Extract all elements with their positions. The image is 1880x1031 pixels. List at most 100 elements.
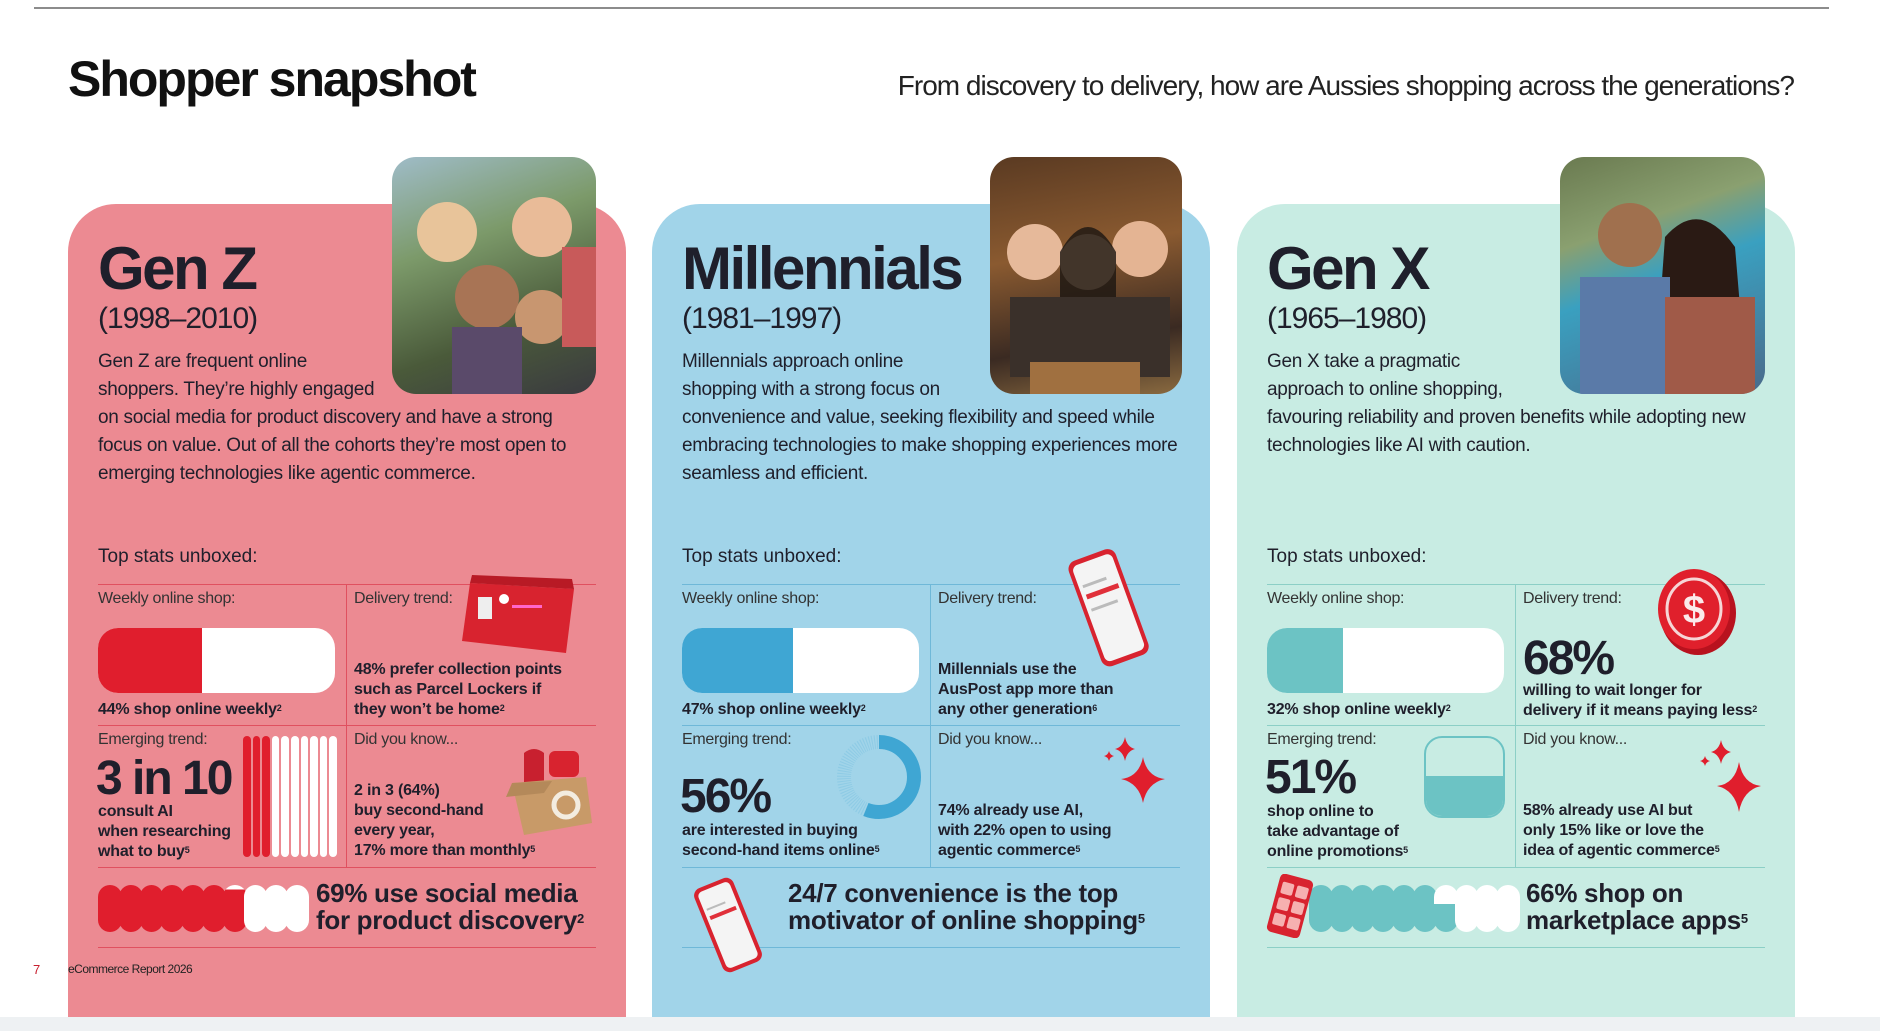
bubble-filled bbox=[118, 885, 143, 932]
weekly-stat: 32% shop online weekly2 bbox=[1267, 701, 1451, 718]
weekly-stat: 47% shop online weekly2 bbox=[682, 701, 866, 718]
bar-empty bbox=[281, 736, 289, 857]
did-you-know-label: Did you know... bbox=[938, 731, 1043, 748]
genz-photo bbox=[392, 157, 596, 394]
sparkles-icon bbox=[1103, 737, 1167, 803]
bubble-partial bbox=[222, 885, 247, 932]
dollar-coin-icon: $ bbox=[1656, 567, 1738, 657]
svg-text:$: $ bbox=[1683, 588, 1705, 632]
bar-empty bbox=[271, 736, 280, 857]
bar-empty bbox=[291, 736, 299, 857]
genx-card: Gen X (1965–1980) Gen X take a pragmatic… bbox=[1237, 157, 1795, 1017]
weekly-stat: 44% shop online weekly2 bbox=[98, 701, 282, 718]
bar-filled bbox=[252, 736, 261, 857]
delivery-stat: willing to wait longer for delivery if it… bbox=[1523, 682, 1758, 719]
emerging-label: Emerging trend: bbox=[682, 731, 792, 748]
genz-card: Gen Z (1998–2010) Gen Z are frequent onl… bbox=[68, 157, 626, 1017]
delivery-label: Delivery trend: bbox=[354, 590, 453, 607]
ratio-bars bbox=[243, 736, 339, 857]
emerging-stat: consult AI when researching what to buy5 bbox=[98, 803, 231, 860]
headline-stat: 69% use social media for product discover… bbox=[316, 878, 584, 935]
card-years: (1998–2010) bbox=[98, 302, 258, 335]
emerging-label: Emerging trend: bbox=[98, 731, 208, 748]
delivery-stat: 48% prefer collection points such as Parc… bbox=[354, 661, 562, 718]
marketplace-app-icon bbox=[1265, 873, 1315, 939]
divider bbox=[1267, 584, 1765, 585]
report-name: eCommerce Report 2026 bbox=[68, 962, 193, 976]
bar-empty bbox=[310, 736, 318, 857]
bubble-empty bbox=[1454, 885, 1479, 932]
divider bbox=[1267, 947, 1765, 948]
delivery-stat: Millennials use the AusPost app more than… bbox=[938, 661, 1114, 718]
divider bbox=[682, 725, 1180, 726]
description-text: Gen X take a pragmatic approach to onlin… bbox=[1267, 351, 1746, 456]
bubble-filled bbox=[160, 885, 185, 932]
weekly-progress-bar bbox=[682, 628, 919, 693]
top-stats-heading: Top stats unboxed: bbox=[1267, 546, 1427, 567]
donut-fill bbox=[837, 735, 921, 819]
did-you-know-label: Did you know... bbox=[354, 731, 459, 748]
level-fill bbox=[1426, 776, 1503, 816]
did-you-know-stat: 58% already use AI but only 15% like or l… bbox=[1523, 802, 1720, 859]
card-description: Gen Z are frequent online shoppers. They… bbox=[98, 348, 596, 488]
weekly-progress-fill bbox=[1267, 628, 1343, 693]
bubble-filled bbox=[1413, 885, 1437, 932]
divider bbox=[682, 867, 1180, 868]
bubble-filled bbox=[181, 885, 205, 932]
smartphone-icon bbox=[689, 876, 767, 974]
headline-stat: 66% shop on marketplace apps5 bbox=[1526, 878, 1748, 935]
bottom-strip bbox=[0, 1017, 1880, 1031]
divider bbox=[346, 584, 347, 867]
divider bbox=[98, 867, 596, 868]
divider bbox=[98, 947, 596, 948]
emerging-stat: shop online to take advantage of online pr… bbox=[1267, 803, 1408, 860]
divider bbox=[1267, 867, 1765, 868]
bubble-empty bbox=[1496, 885, 1520, 932]
divider bbox=[682, 947, 1180, 948]
level-gauge bbox=[1424, 736, 1505, 818]
bubble-filled bbox=[1371, 885, 1396, 932]
delivery-label: Delivery trend: bbox=[1523, 590, 1622, 607]
emerging-stat: are interested in buying second-hand item… bbox=[682, 822, 880, 859]
description-text: Gen Z are frequent online shoppers. They… bbox=[98, 351, 567, 484]
emerging-big-stat: 3 in 10 bbox=[96, 752, 233, 805]
page-number: 7 bbox=[33, 962, 41, 977]
bubble-filled bbox=[1329, 885, 1354, 932]
top-stats-heading: Top stats unboxed: bbox=[98, 546, 258, 567]
ratio-bubbles bbox=[1309, 885, 1520, 932]
weekly-progress-bar bbox=[1267, 628, 1504, 693]
ratio-bubbles bbox=[98, 885, 309, 932]
weekly-label: Weekly online shop: bbox=[98, 590, 236, 607]
bar-filled bbox=[262, 736, 270, 857]
page-subtitle: From discovery to delivery, how are Auss… bbox=[897, 70, 1795, 101]
smartphone-app-icon bbox=[1062, 548, 1155, 671]
sparkles-icon bbox=[1699, 740, 1763, 812]
weekly-label: Weekly online shop: bbox=[682, 590, 820, 607]
weekly-progress-fill bbox=[682, 628, 794, 693]
weekly-progress-bar bbox=[98, 628, 335, 693]
card-years: (1981–1997) bbox=[682, 302, 842, 335]
bar-filled bbox=[243, 736, 251, 857]
emerging-big-stat: 56% bbox=[680, 770, 772, 823]
weekly-label: Weekly online shop: bbox=[1267, 590, 1405, 607]
bubble-empty bbox=[264, 885, 289, 932]
card-description: Gen X take a pragmatic approach to onlin… bbox=[1267, 348, 1765, 460]
bubble-empty bbox=[1475, 885, 1500, 932]
did-you-know-stat: 74% already use AI, with 22% open to usin… bbox=[938, 802, 1112, 859]
donut-gauge bbox=[836, 734, 922, 820]
bar-empty bbox=[300, 736, 309, 857]
parcel-locker-icon bbox=[462, 575, 579, 653]
card-years: (1965–1980) bbox=[1267, 302, 1427, 335]
bubble-empty bbox=[285, 885, 309, 932]
divider bbox=[98, 725, 596, 726]
genx-photo bbox=[1560, 157, 1765, 394]
bubble-partial bbox=[1433, 885, 1458, 932]
weekly-progress-fill bbox=[98, 628, 203, 693]
top-divider bbox=[34, 7, 1829, 9]
bubble-filled bbox=[202, 885, 226, 932]
delivery-big-stat: 68% bbox=[1523, 632, 1615, 685]
delivery-label: Delivery trend: bbox=[938, 590, 1037, 607]
card-description: Millennials approach online shopping wit… bbox=[682, 348, 1180, 488]
bar-empty bbox=[319, 736, 328, 857]
did-you-know-label: Did you know... bbox=[1523, 731, 1628, 748]
